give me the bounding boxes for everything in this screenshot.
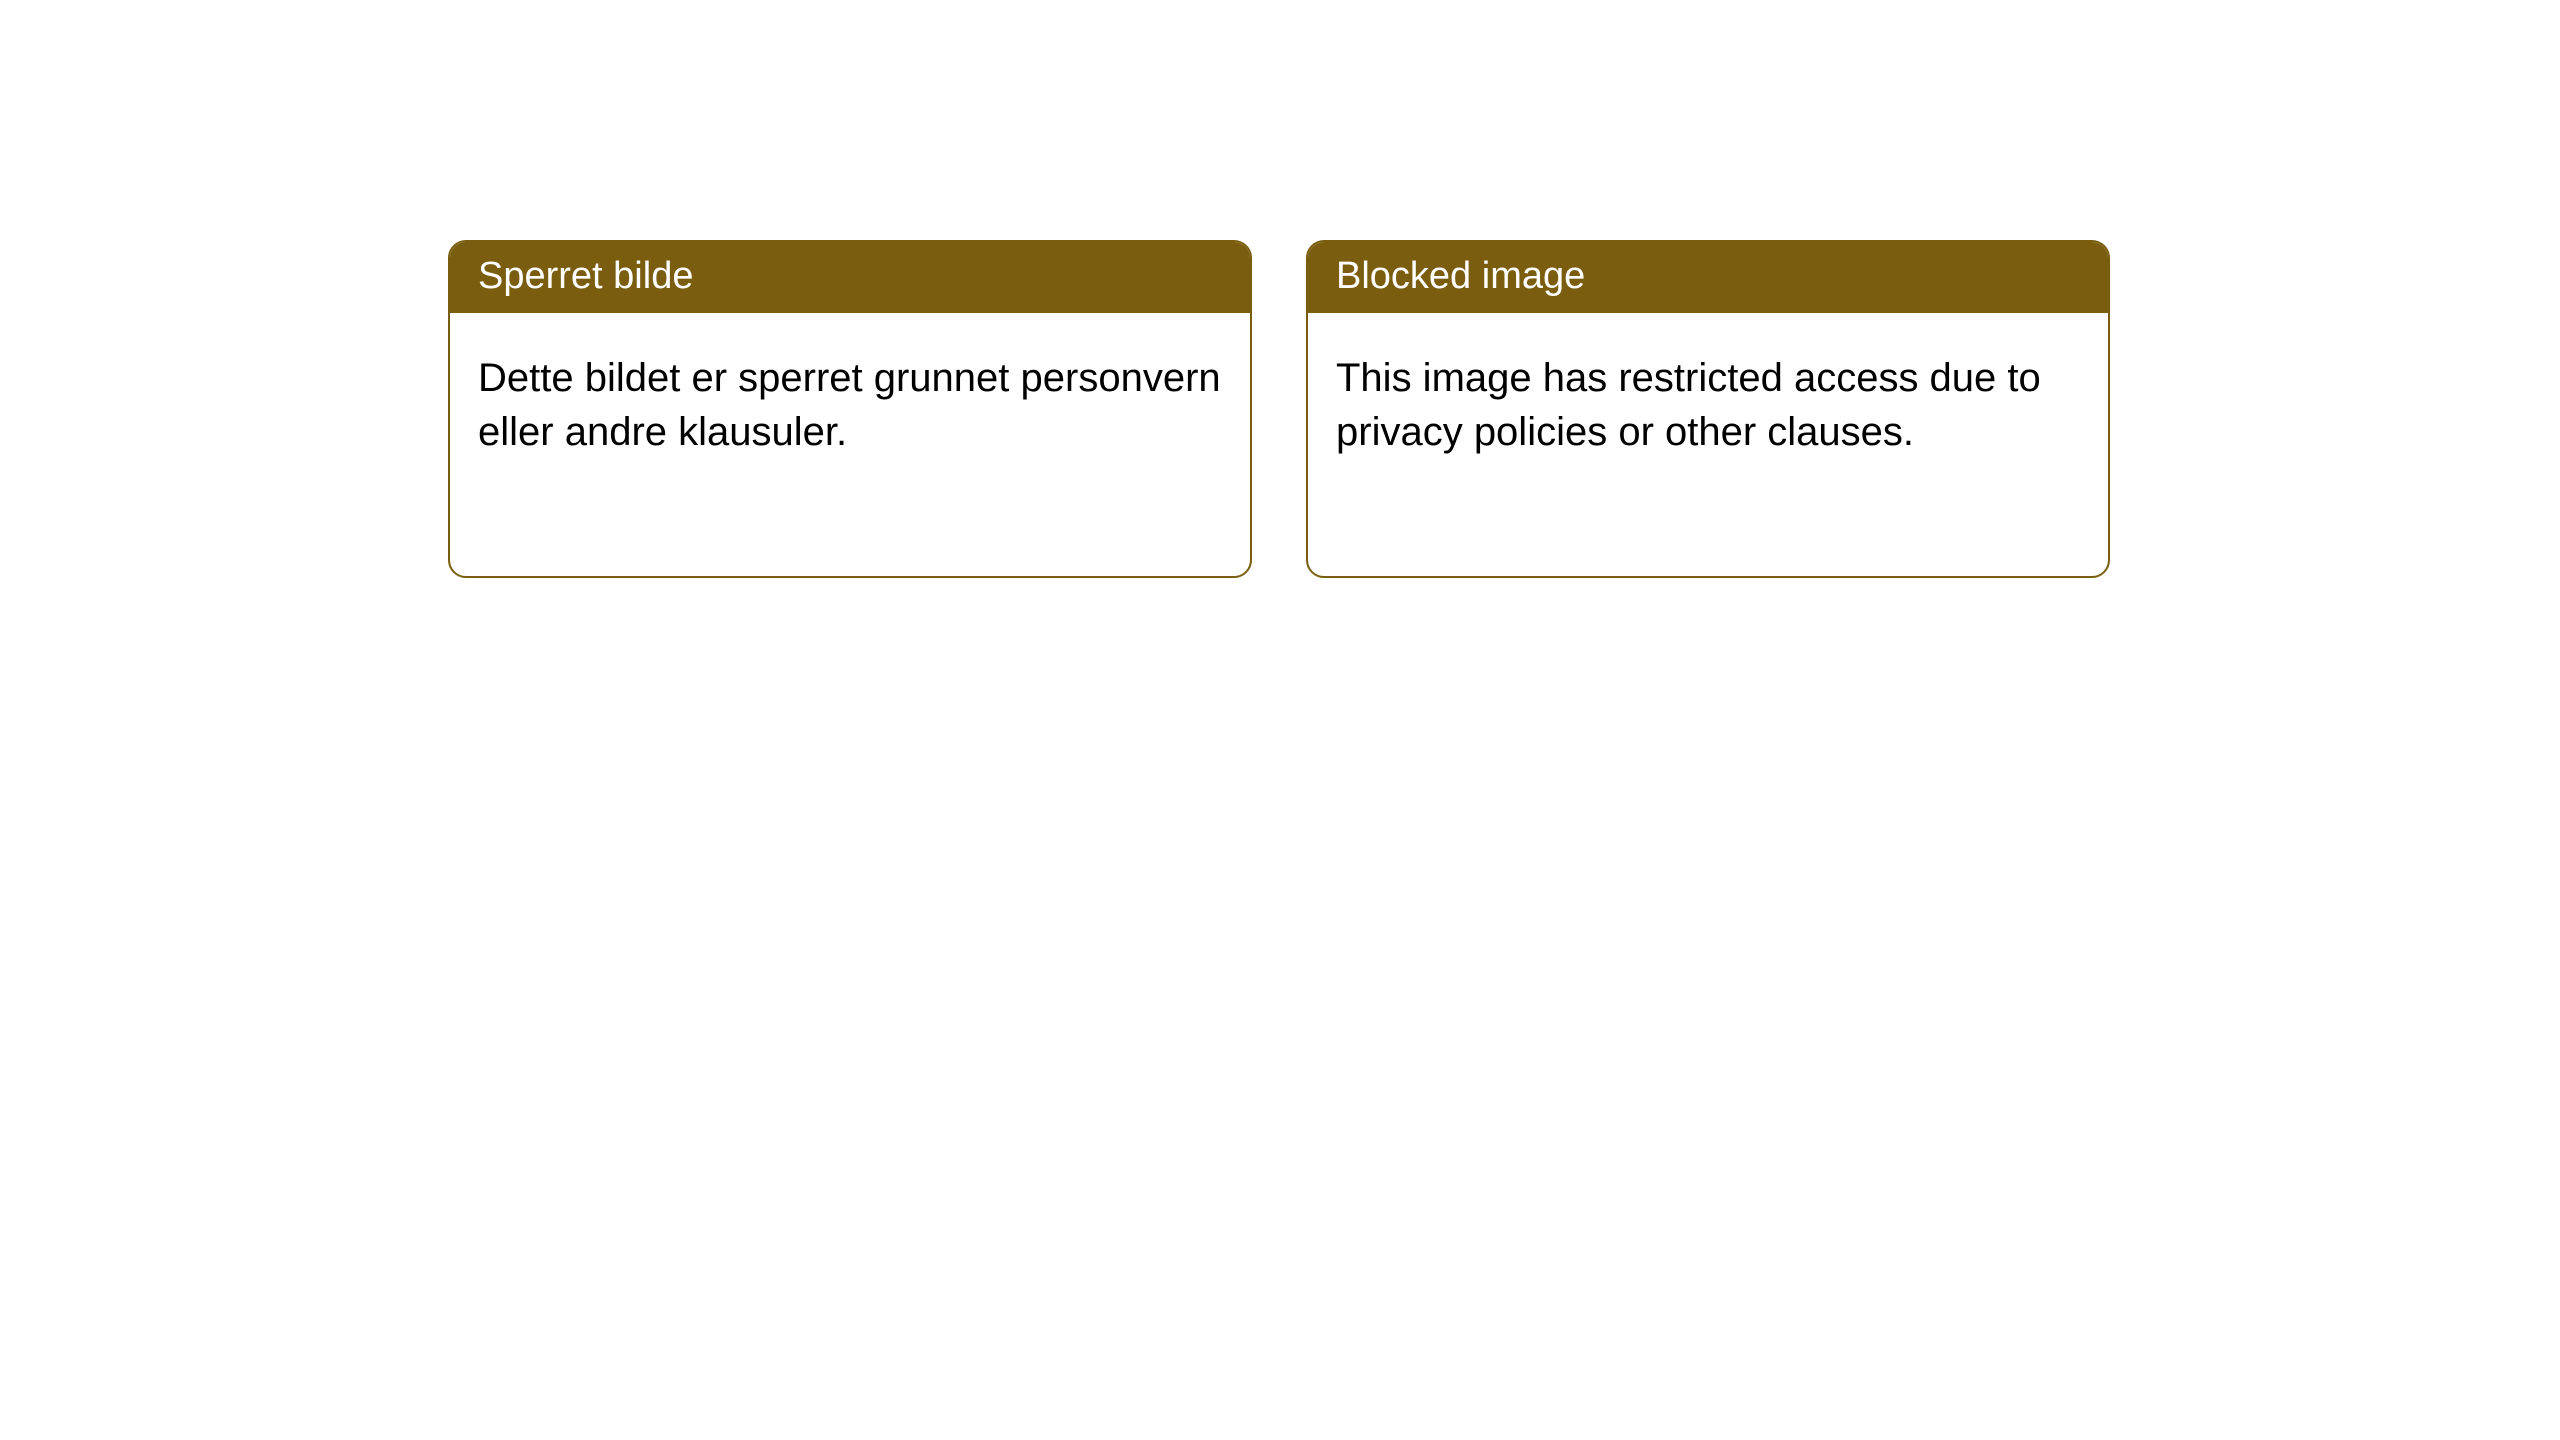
- notice-container: Sperret bilde Dette bildet er sperret gr…: [0, 0, 2560, 578]
- notice-body: This image has restricted access due to …: [1308, 313, 2108, 497]
- notice-title: Blocked image: [1308, 242, 2108, 313]
- notice-title: Sperret bilde: [450, 242, 1250, 313]
- notice-body: Dette bildet er sperret grunnet personve…: [450, 313, 1250, 497]
- notice-card-norwegian: Sperret bilde Dette bildet er sperret gr…: [448, 240, 1252, 578]
- notice-card-english: Blocked image This image has restricted …: [1306, 240, 2110, 578]
